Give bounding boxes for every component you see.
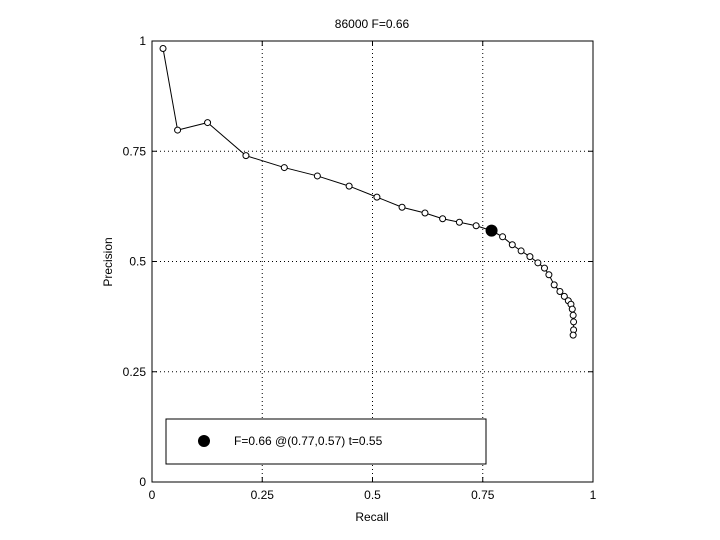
data-point xyxy=(373,193,381,201)
data-point xyxy=(455,218,463,226)
x-tick-label: 1 xyxy=(590,488,597,502)
y-tick-label: 0.25 xyxy=(123,365,147,379)
data-point xyxy=(242,152,250,160)
data-point xyxy=(550,281,558,289)
x-tick-label: 0.75 xyxy=(471,488,495,502)
data-point xyxy=(421,209,429,217)
data-point xyxy=(540,264,548,272)
chart-title: 86000 F=0.66 xyxy=(335,17,410,31)
plot-area: 0 0.25 0.5 0.75 1 0 0.25 0.5 0.75 1 xyxy=(123,34,597,502)
y-tick-label: 0.75 xyxy=(123,144,147,158)
data-point xyxy=(534,259,542,267)
x-tick-label: 0.25 xyxy=(251,488,275,502)
data-point xyxy=(526,253,534,261)
grid-lines xyxy=(152,41,593,482)
data-point xyxy=(508,241,516,249)
x-axis-label: Recall xyxy=(355,510,388,524)
axis-ticks: 0 0.25 0.5 0.75 1 0 0.25 0.5 0.75 1 xyxy=(123,34,597,502)
data-point xyxy=(517,247,525,255)
legend-entry-label: F=0.66 @(0.77,0.57) t=0.55 xyxy=(234,434,383,448)
data-point xyxy=(556,287,564,295)
best-f-point xyxy=(485,224,498,237)
data-point xyxy=(280,164,288,172)
y-axis-label: Precision xyxy=(101,237,115,286)
data-point xyxy=(345,182,353,190)
data-point xyxy=(398,203,406,211)
x-tick-label: 0.5 xyxy=(364,488,381,502)
data-point xyxy=(204,119,212,127)
y-tick-label: 0 xyxy=(139,475,146,489)
data-point xyxy=(569,331,577,339)
legend-box xyxy=(165,418,487,465)
y-tick-label: 0.5 xyxy=(129,255,146,269)
data-point xyxy=(560,292,568,300)
data-point xyxy=(439,215,447,223)
x-tick-label: 0 xyxy=(149,488,156,502)
y-tick-label: 1 xyxy=(139,34,146,48)
legend: F=0.66 @(0.77,0.57) t=0.55 xyxy=(165,418,487,465)
series-layer xyxy=(159,44,578,339)
data-point xyxy=(313,172,321,180)
data-point xyxy=(499,233,507,241)
data-point xyxy=(472,222,480,230)
data-point xyxy=(545,271,553,279)
legend-marker xyxy=(198,435,210,447)
data-point xyxy=(570,318,578,326)
data-point xyxy=(174,126,182,134)
data-point xyxy=(568,305,576,313)
data-point xyxy=(569,311,577,319)
data-point xyxy=(159,44,167,52)
